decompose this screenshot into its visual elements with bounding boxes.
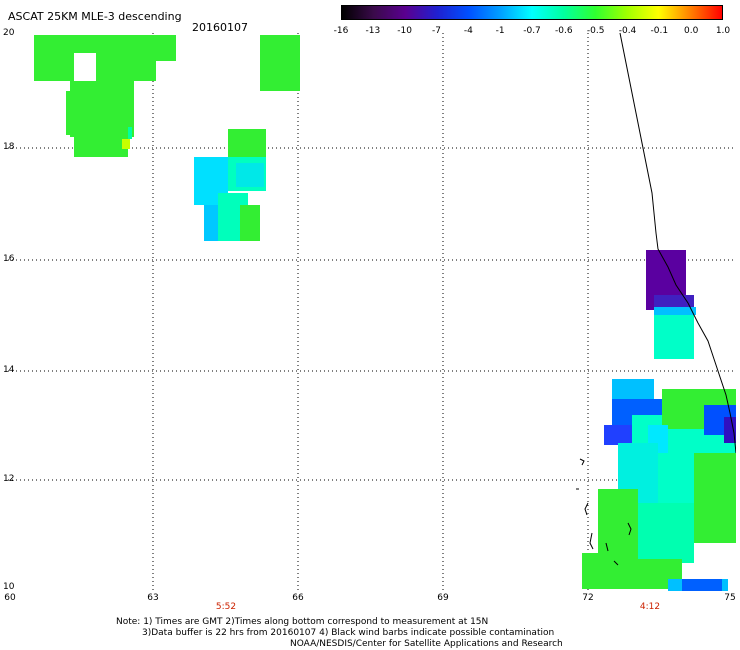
colorbar-label: -0.7	[523, 26, 541, 36]
colorbar-label: 1.0	[715, 26, 731, 36]
y-label-14: 14	[3, 365, 15, 375]
wind-cells-central	[194, 129, 266, 241]
colorbar-label: -0.1	[650, 26, 669, 36]
colorbar-label: -0.6	[555, 26, 573, 36]
note-line-1: Note: 1) Times are GMT 2)Times along bot…	[116, 617, 489, 627]
colorbar-label: -13	[365, 26, 381, 36]
x-label-75: 75	[724, 593, 736, 603]
y-label-16: 16	[3, 254, 15, 264]
time-label-west: 5:52	[215, 602, 237, 612]
y-label-12: 12	[3, 474, 15, 484]
colorbar-label: -1	[495, 26, 505, 36]
x-label-72: 72	[582, 593, 594, 603]
map-title: ASCAT 25KM MLE-3 descending	[8, 10, 182, 23]
coastline	[619, 33, 736, 454]
coastline-islands	[576, 458, 632, 566]
colorbar-label: -4	[463, 26, 473, 36]
colorbar	[341, 5, 723, 20]
wind-map	[8, 33, 736, 591]
map-date: 20160107	[192, 21, 248, 34]
lat-gridlines	[8, 147, 736, 481]
x-label-60: 60	[4, 593, 16, 603]
note-line-3: NOAA/NESDIS/Center for Satellite Applica…	[290, 639, 563, 649]
y-label-18: 18	[3, 142, 15, 152]
lon-gridlines	[152, 33, 589, 591]
colorbar-label: -16	[333, 26, 349, 36]
colorbar-label: -7	[432, 26, 441, 36]
colorbar-label: -10	[397, 26, 413, 36]
colorbar-label: -0.5	[586, 26, 605, 36]
y-label-20: 20	[3, 28, 15, 38]
x-label-63: 63	[147, 593, 159, 603]
wind-cells-northwest	[34, 35, 300, 157]
x-label-66: 66	[292, 593, 304, 603]
y-label-10: 10	[3, 582, 15, 592]
colorbar-label: -0.4	[618, 26, 637, 36]
wind-cells-southeast	[582, 250, 736, 591]
x-label-69: 69	[437, 593, 449, 603]
note-line-2: 3)Data buffer is 22 hrs from 20160107 4)…	[142, 628, 555, 638]
colorbar-label: 0.0	[683, 26, 699, 36]
time-label-east: 4:12	[639, 602, 661, 612]
